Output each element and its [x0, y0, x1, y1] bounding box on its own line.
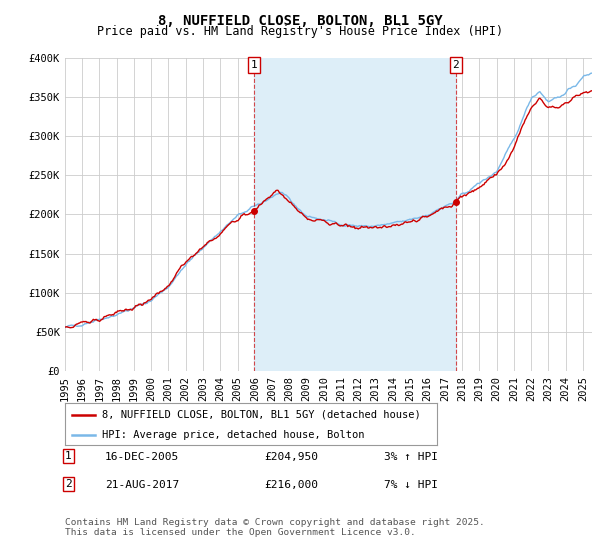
Text: Contains HM Land Registry data © Crown copyright and database right 2025.
This d: Contains HM Land Registry data © Crown c… [65, 518, 485, 538]
Text: 3% ↑ HPI: 3% ↑ HPI [384, 452, 438, 462]
Text: 8, NUFFIELD CLOSE, BOLTON, BL1 5GY (detached house): 8, NUFFIELD CLOSE, BOLTON, BL1 5GY (deta… [102, 410, 421, 420]
Text: Price paid vs. HM Land Registry's House Price Index (HPI): Price paid vs. HM Land Registry's House … [97, 25, 503, 38]
Text: 2: 2 [65, 479, 71, 489]
Text: 1: 1 [251, 60, 257, 70]
Text: 8, NUFFIELD CLOSE, BOLTON, BL1 5GY: 8, NUFFIELD CLOSE, BOLTON, BL1 5GY [158, 14, 442, 28]
Text: 7% ↓ HPI: 7% ↓ HPI [384, 480, 438, 490]
Text: 1: 1 [65, 451, 71, 461]
Text: 2: 2 [452, 60, 459, 70]
Text: 21-AUG-2017: 21-AUG-2017 [105, 480, 179, 490]
Text: HPI: Average price, detached house, Bolton: HPI: Average price, detached house, Bolt… [102, 430, 365, 440]
Bar [254, 58, 456, 371]
Text: £204,950: £204,950 [264, 452, 318, 462]
Text: £216,000: £216,000 [264, 480, 318, 490]
Text: 16-DEC-2005: 16-DEC-2005 [105, 452, 179, 462]
